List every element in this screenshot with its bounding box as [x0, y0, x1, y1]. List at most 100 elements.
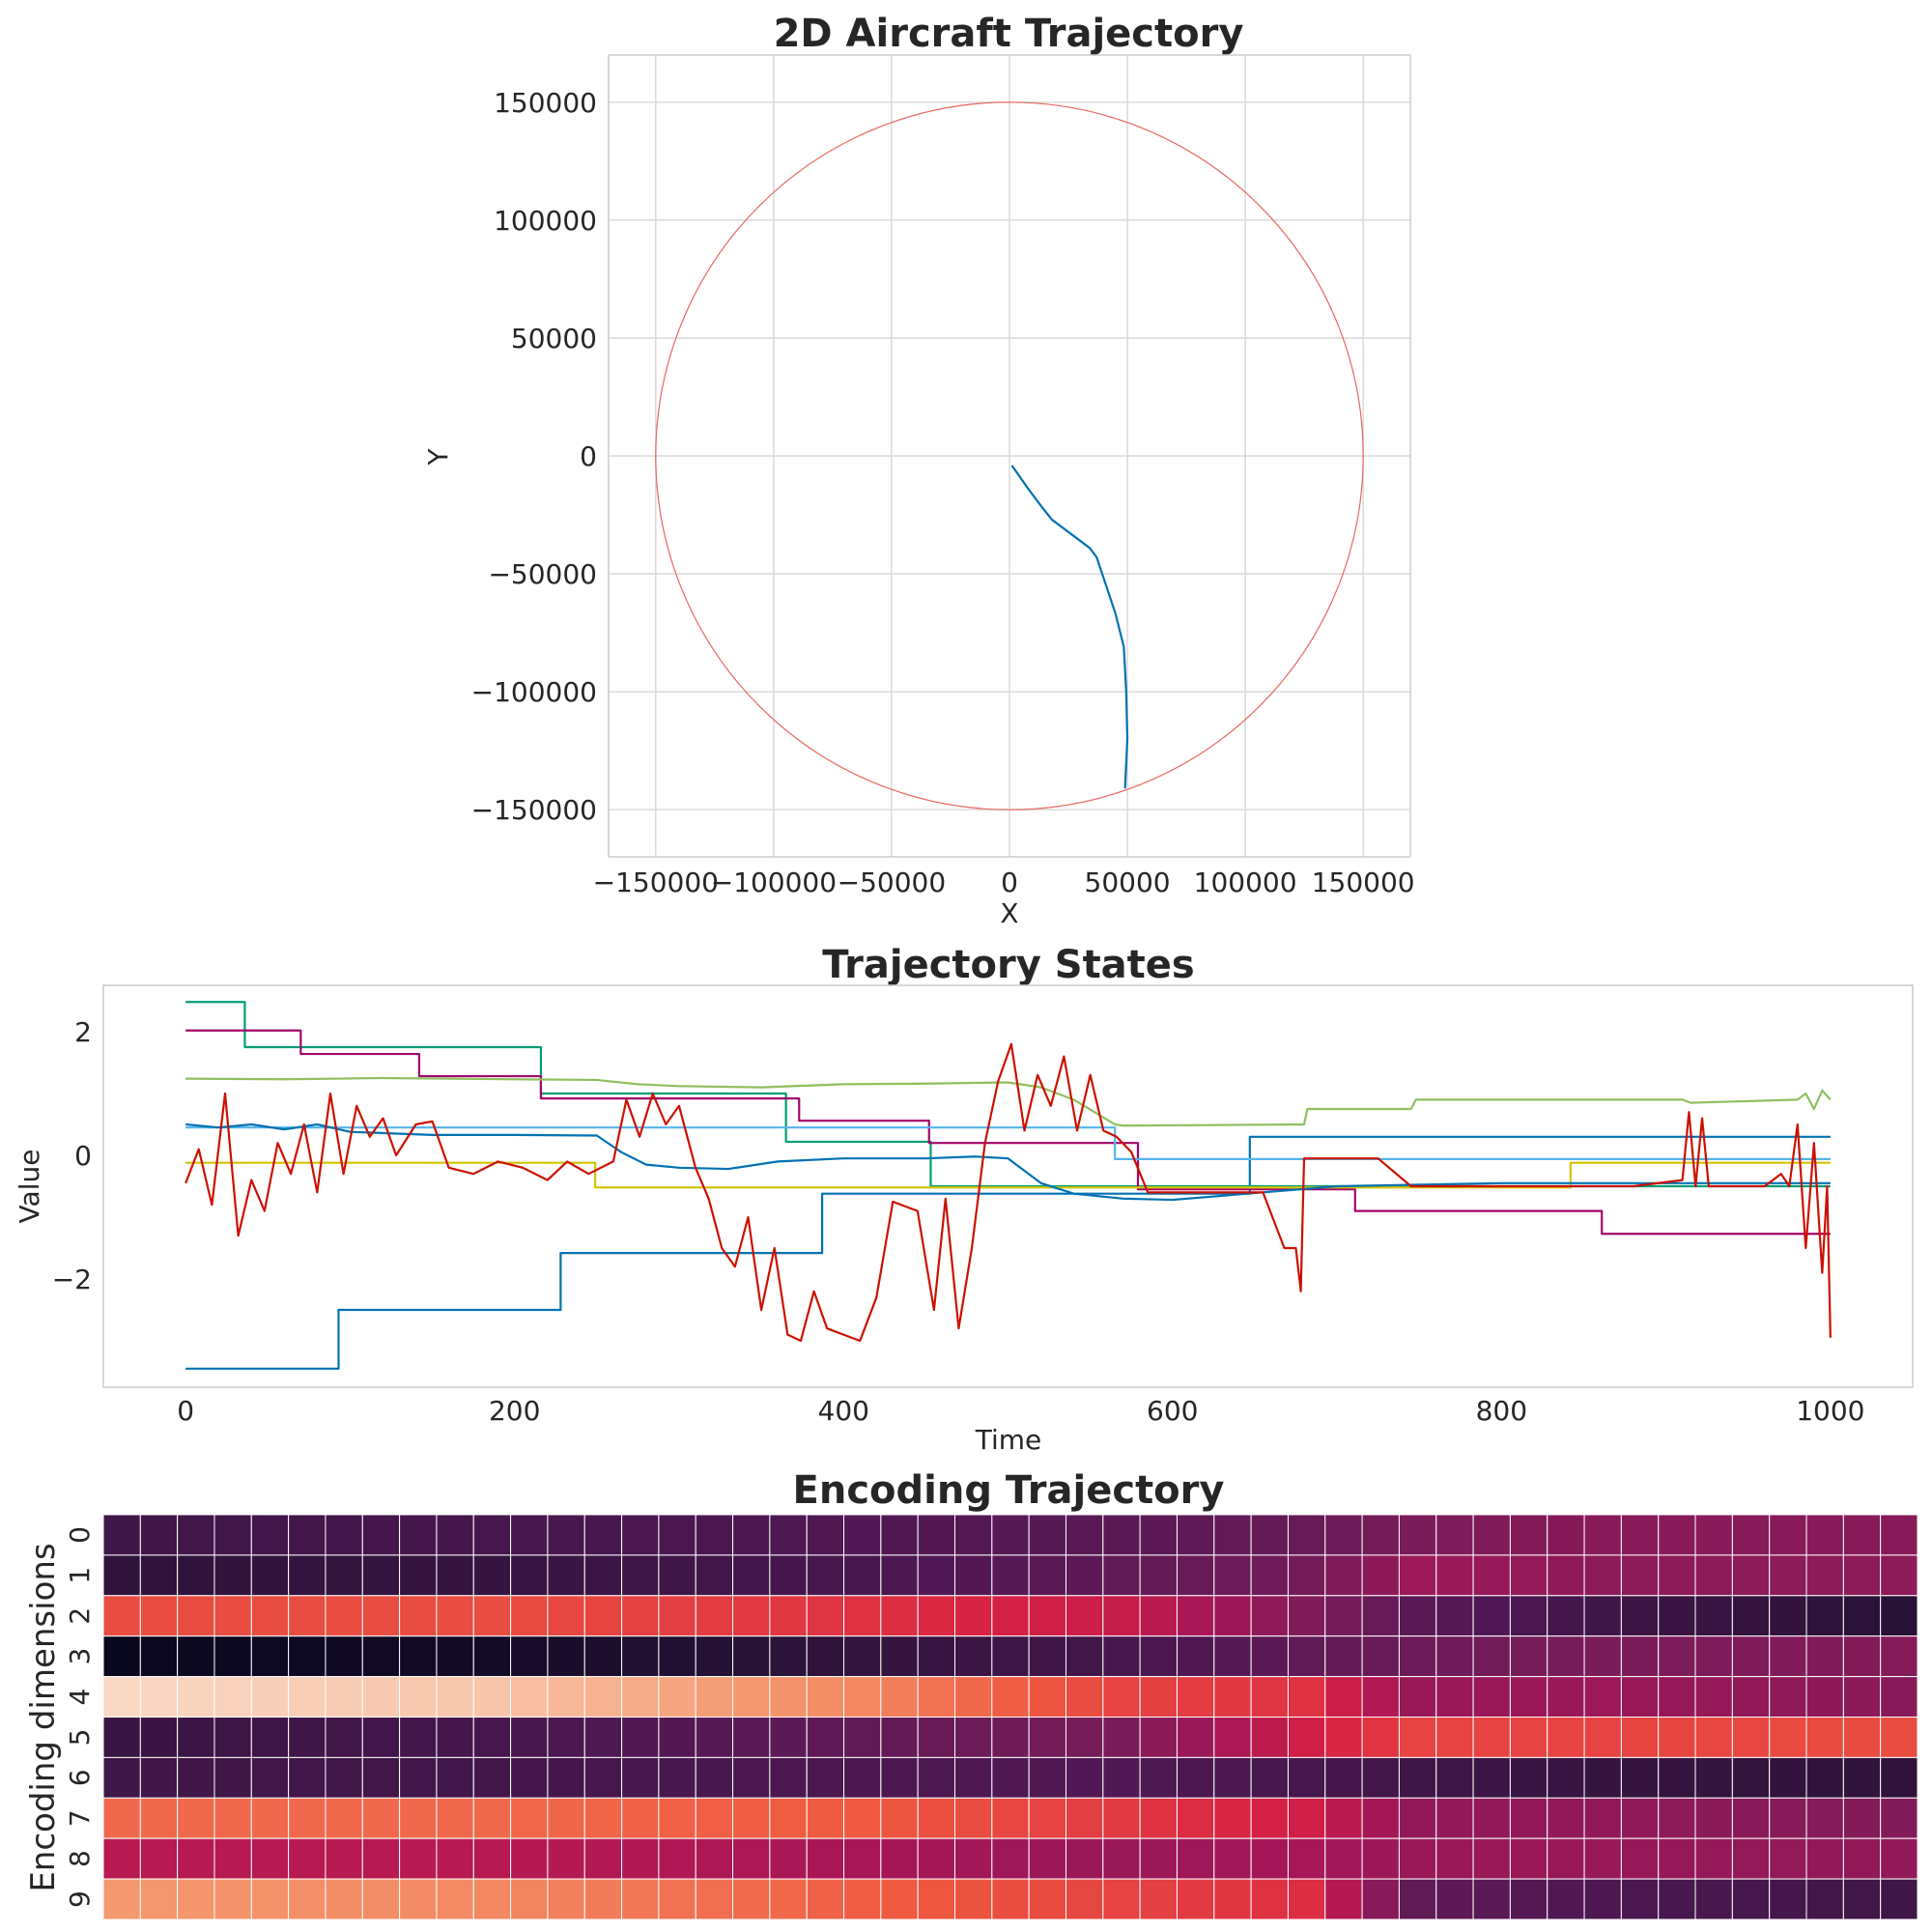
- heatmap-cell: [510, 1837, 549, 1880]
- heatmap-cell: [583, 1717, 623, 1758]
- heatmap-cell: [1435, 1635, 1474, 1678]
- heatmap-cell: [1620, 1756, 1660, 1799]
- heatmap-cell: [1213, 1878, 1252, 1920]
- trajectory-2d-title: 2D Aircraft Trajectory: [774, 12, 1244, 56]
- heatmap-cell: [1028, 1878, 1066, 1920]
- heatmap-cell: [1472, 1837, 1511, 1880]
- heatmap-cell: [954, 1717, 993, 1758]
- heatmap-cell: [1139, 1595, 1178, 1637]
- heatmap-cell: [769, 1514, 808, 1556]
- heatmap-cell: [139, 1717, 179, 1758]
- heatmap-cell: [1065, 1717, 1104, 1758]
- heatmap-cell: [288, 1676, 327, 1718]
- heatmap-cell: [991, 1756, 1030, 1799]
- heatmap-cell: [917, 1797, 956, 1839]
- heatmap-cell: [399, 1717, 438, 1758]
- heatmap-cell: [1805, 1797, 1844, 1839]
- heatmap-cell: [1213, 1595, 1252, 1637]
- heatmap-cell: [1102, 1635, 1141, 1678]
- heatmap-cell: [1287, 1514, 1326, 1556]
- x-tick-label: −150000: [593, 867, 719, 898]
- heatmap-cell: [880, 1756, 919, 1799]
- heatmap-cell: [1880, 1797, 1918, 1839]
- heatmap-cell: [472, 1878, 512, 1920]
- heatmap-cell: [1509, 1595, 1548, 1637]
- trajectory-2d-grid: [609, 55, 1410, 857]
- heatmap-cell: [1842, 1595, 1882, 1637]
- heatmap-cell: [1065, 1878, 1104, 1920]
- heatmap-cell: [250, 1878, 290, 1920]
- heatmap-cell: [806, 1717, 845, 1758]
- heatmap-cell: [658, 1878, 696, 1920]
- heatmap-cell: [1398, 1878, 1437, 1920]
- heatmap-cell: [1361, 1676, 1400, 1718]
- heatmap-cell: [1583, 1514, 1622, 1556]
- state-series-line: [185, 1029, 1831, 1236]
- heatmap-cell: [139, 1878, 179, 1920]
- heatmap-cell: [361, 1756, 401, 1799]
- heatmap-cell: [547, 1554, 585, 1597]
- heatmap-cell: [1731, 1595, 1771, 1637]
- heatmap-cell: [1472, 1514, 1511, 1556]
- y-tick-label: 150000: [494, 87, 597, 119]
- heatmap-cell: [325, 1837, 363, 1880]
- heatmap-cell: [510, 1797, 549, 1839]
- heatmap-cell: [1213, 1514, 1252, 1556]
- heatmap-cell: [1287, 1635, 1326, 1678]
- state-series-line: [185, 1135, 1831, 1370]
- heatmap-cell: [1102, 1837, 1141, 1880]
- heatmap-cell: [1361, 1514, 1400, 1556]
- heatmap-cell: [1065, 1595, 1104, 1637]
- heatmap-cell: [991, 1878, 1030, 1920]
- heatmap-cell: [1398, 1514, 1437, 1556]
- heatmap-cell: [1658, 1514, 1696, 1556]
- heatmap-cell: [1028, 1717, 1066, 1758]
- heatmap-cell: [621, 1756, 660, 1799]
- heatmap-cell: [213, 1837, 252, 1880]
- heatmap-cell: [954, 1595, 993, 1637]
- row-label: 3: [64, 1648, 96, 1665]
- heatmap-cell: [177, 1717, 215, 1758]
- heatmap-cell: [806, 1797, 845, 1839]
- heatmap-cell: [1176, 1878, 1215, 1920]
- heatmap-cell: [1842, 1878, 1882, 1920]
- heatmap-cell: [102, 1878, 141, 1920]
- x-tick-label: 1000: [1796, 1395, 1864, 1427]
- heatmap-cell: [139, 1797, 179, 1839]
- heatmap-cell: [991, 1635, 1030, 1678]
- heatmap-cell: [621, 1878, 660, 1920]
- heatmap-cell: [658, 1756, 696, 1799]
- trajectory-2d-ylabel: Y: [422, 448, 454, 467]
- heatmap-cell: [621, 1717, 660, 1758]
- heatmap-cell: [139, 1756, 179, 1799]
- heatmap-cell: [177, 1554, 215, 1597]
- heatmap-cell: [1805, 1837, 1844, 1880]
- heatmap-cell: [325, 1756, 363, 1799]
- heatmap-cell: [472, 1595, 512, 1637]
- heatmap-cell: [1658, 1595, 1696, 1637]
- heatmap-cell: [1509, 1797, 1548, 1839]
- heatmap-cell: [1287, 1878, 1326, 1920]
- heatmap-cell: [1842, 1756, 1882, 1799]
- state-series-line: [185, 1076, 1832, 1127]
- heatmap-cell: [1028, 1635, 1066, 1678]
- heatmap-cell: [399, 1676, 438, 1718]
- heatmap-cell: [583, 1797, 623, 1839]
- heatmap-cell: [472, 1837, 512, 1880]
- heatmap-cell: [361, 1797, 401, 1839]
- heatmap-cell: [658, 1676, 696, 1718]
- heatmap-cell: [1398, 1837, 1437, 1880]
- heatmap-cell: [1213, 1756, 1252, 1799]
- heatmap-cell: [472, 1717, 512, 1758]
- heatmap-cell: [1250, 1514, 1289, 1556]
- heatmap-cell: [1842, 1797, 1882, 1839]
- heatmap-cell: [288, 1514, 327, 1556]
- heatmap-cell: [1287, 1797, 1326, 1839]
- heatmap-cell: [658, 1514, 696, 1556]
- heatmap-cell: [325, 1878, 363, 1920]
- heatmap-cell: [1324, 1595, 1363, 1637]
- heatmap-cell: [177, 1837, 215, 1880]
- heatmap-cell: [177, 1878, 215, 1920]
- heatmap-cell: [621, 1837, 660, 1880]
- y-tick-label: −50000: [488, 558, 597, 590]
